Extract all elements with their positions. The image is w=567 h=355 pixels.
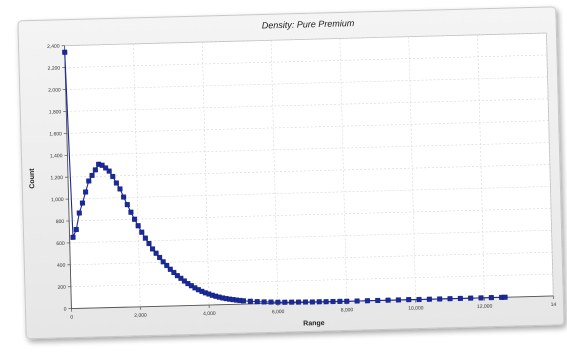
x-tick-label: 2,000 bbox=[134, 313, 147, 319]
data-point bbox=[74, 227, 79, 232]
data-point bbox=[296, 300, 301, 305]
data-point bbox=[86, 179, 91, 184]
data-point bbox=[437, 297, 442, 302]
data-point bbox=[157, 255, 162, 260]
x-tick-label: 12,000 bbox=[477, 304, 493, 310]
data-point bbox=[154, 251, 159, 256]
data-point bbox=[417, 297, 422, 302]
data-point bbox=[458, 296, 463, 301]
data-point bbox=[248, 299, 253, 304]
data-point bbox=[386, 298, 391, 303]
x-tick-label: 10,000 bbox=[408, 305, 424, 311]
data-point bbox=[262, 300, 267, 305]
data-point bbox=[143, 236, 148, 241]
data-point bbox=[338, 299, 343, 304]
x-tick-label: 14 bbox=[551, 302, 557, 308]
y-tick-label: 200 bbox=[57, 285, 66, 291]
data-point bbox=[93, 167, 98, 172]
data-point bbox=[62, 50, 67, 55]
data-point bbox=[90, 173, 95, 178]
data-point bbox=[396, 298, 401, 303]
y-tick-label: 1,800 bbox=[49, 109, 62, 115]
data-point bbox=[468, 296, 473, 301]
data-point bbox=[107, 169, 112, 174]
data-point bbox=[136, 223, 141, 228]
data-point bbox=[255, 299, 260, 304]
y-tick-label: 2,200 bbox=[48, 66, 61, 72]
y-tick-label: 2,000 bbox=[48, 87, 61, 93]
data-point bbox=[147, 241, 152, 246]
data-point bbox=[344, 299, 349, 304]
data-point bbox=[282, 300, 287, 305]
data-point bbox=[479, 296, 484, 301]
data-point bbox=[355, 299, 360, 304]
y-tick-label: 1,200 bbox=[50, 175, 63, 181]
x-axis-title: Range bbox=[303, 320, 325, 328]
y-tick-label: 800 bbox=[56, 219, 65, 225]
data-point bbox=[448, 296, 453, 301]
y-tick-label: 1,600 bbox=[49, 131, 62, 137]
data-point bbox=[125, 202, 130, 207]
x-tick-label: 6,000 bbox=[272, 309, 285, 315]
data-point bbox=[324, 299, 329, 304]
data-point bbox=[276, 300, 281, 305]
y-axis-title: Count bbox=[29, 168, 37, 189]
data-point bbox=[110, 174, 115, 179]
data-point bbox=[114, 181, 119, 186]
y-tick-label: 400 bbox=[57, 263, 66, 269]
data-point bbox=[118, 187, 123, 192]
data-point bbox=[317, 299, 322, 304]
data-point bbox=[132, 217, 137, 222]
data-point bbox=[303, 300, 308, 305]
y-tick-label: 600 bbox=[56, 241, 65, 247]
y-tick-label: 0 bbox=[64, 307, 67, 313]
data-point bbox=[289, 300, 294, 305]
data-point bbox=[121, 195, 126, 200]
data-point bbox=[365, 298, 370, 303]
x-tick-label: 0 bbox=[70, 315, 73, 321]
data-point bbox=[150, 247, 155, 252]
data-point bbox=[375, 298, 380, 303]
y-tick-label: 2,400 bbox=[47, 44, 60, 50]
data-point bbox=[269, 300, 274, 305]
data-point bbox=[406, 297, 411, 302]
data-point bbox=[80, 201, 85, 206]
data-point bbox=[241, 298, 246, 303]
data-point bbox=[83, 190, 88, 195]
data-point bbox=[427, 297, 432, 302]
data-point bbox=[77, 211, 82, 216]
data-point bbox=[71, 235, 76, 240]
data-point bbox=[310, 300, 315, 305]
x-tick-label: 4,000 bbox=[203, 311, 216, 317]
y-tick-label: 1,000 bbox=[51, 197, 64, 203]
data-point bbox=[503, 295, 508, 300]
y-tick-label: 1,400 bbox=[50, 153, 63, 159]
data-point bbox=[139, 230, 144, 235]
data-point bbox=[331, 299, 336, 304]
data-point bbox=[129, 210, 134, 215]
x-tick-label: 8,000 bbox=[341, 307, 354, 313]
data-point bbox=[489, 295, 494, 300]
